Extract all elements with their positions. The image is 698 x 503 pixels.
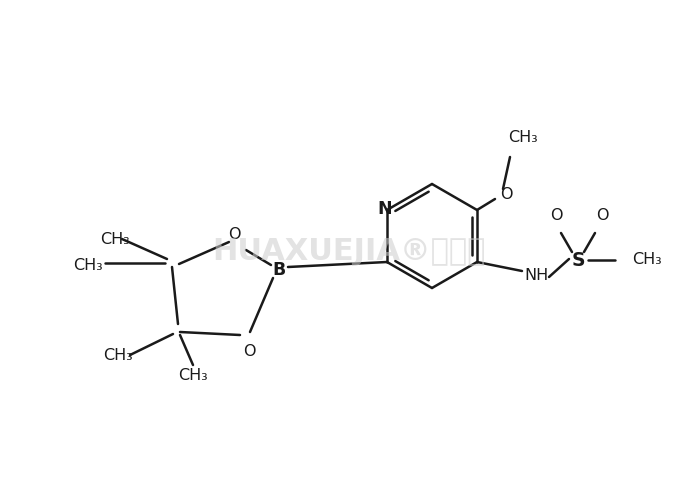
- Text: O: O: [228, 226, 240, 241]
- Text: CH₃: CH₃: [508, 129, 538, 144]
- Text: CH₃: CH₃: [103, 348, 133, 363]
- Text: B: B: [272, 261, 285, 279]
- Text: CH₃: CH₃: [73, 258, 103, 273]
- Text: NH: NH: [525, 269, 549, 284]
- Text: CH₃: CH₃: [178, 368, 208, 382]
- Text: N: N: [378, 200, 392, 218]
- Text: S: S: [571, 250, 585, 270]
- Text: O: O: [596, 208, 608, 222]
- Text: CH₃: CH₃: [632, 253, 662, 268]
- Text: O: O: [243, 344, 255, 359]
- Text: O: O: [550, 208, 563, 222]
- Text: HUAXUEJIA®化学加: HUAXUEJIA®化学加: [212, 236, 486, 266]
- Text: O: O: [500, 187, 512, 202]
- Text: CH₃: CH₃: [100, 231, 130, 246]
